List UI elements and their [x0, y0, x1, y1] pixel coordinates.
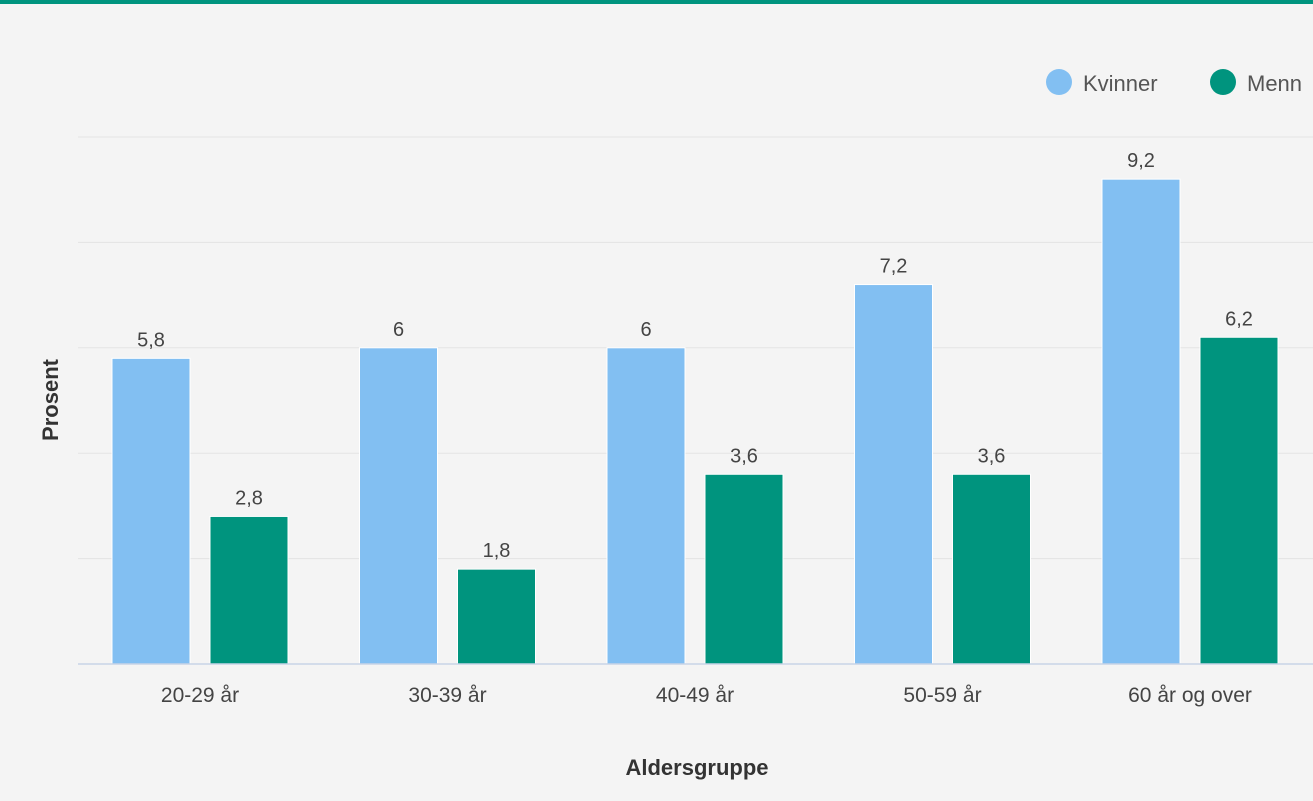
legend-item-menn[interactable]: Menn	[1210, 69, 1302, 96]
y-axis-title: Prosent	[38, 358, 63, 441]
bar-menn-0[interactable]	[209, 515, 289, 665]
value-label: 3,6	[730, 445, 758, 467]
legend-item-kvinner[interactable]: Kvinner	[1046, 69, 1158, 96]
bar-menn-1[interactable]	[457, 568, 536, 665]
bar-kvinner-0[interactable]	[111, 357, 191, 665]
legend-swatch-menn	[1210, 69, 1236, 95]
bar-kvinner-3[interactable]	[854, 284, 933, 665]
x-tick-label: 40-49 år	[656, 684, 734, 707]
bar-kvinner-2[interactable]	[606, 347, 686, 665]
x-tick-labels: 20-29 år 30-39 år 40-49 år 50-59 år 60 år og…	[161, 684, 1252, 707]
x-tick-label: 60 år og over	[1128, 684, 1252, 707]
value-label: 6,2	[1225, 308, 1253, 330]
top-accent-rule	[0, 0, 1313, 4]
value-label: 5,8	[137, 329, 165, 351]
legend-label-kvinner: Kvinner	[1083, 71, 1158, 96]
bar-kvinner-4[interactable]	[1101, 178, 1181, 665]
bar-kvinner-1[interactable]	[359, 347, 438, 665]
value-label: 6	[640, 319, 651, 341]
x-tick-label: 30-39 år	[408, 684, 486, 707]
value-label: 9,2	[1127, 150, 1155, 172]
bar-menn-4[interactable]	[1199, 336, 1279, 665]
legend-label-menn: Menn	[1247, 71, 1302, 96]
value-label: 1,8	[483, 540, 511, 562]
value-labels: 5,8 2,8 6 1,8 6 3,6 7,2 3,6 9,2 6,2	[137, 150, 1253, 562]
value-label: 6	[393, 319, 404, 341]
x-tick-label: 50-59 år	[903, 684, 981, 707]
bars	[111, 178, 1279, 665]
x-tick-label: 20-29 år	[161, 684, 239, 707]
bar-menn-3[interactable]	[952, 473, 1031, 665]
legend: Kvinner Menn	[1046, 69, 1302, 96]
legend-swatch-kvinner	[1046, 69, 1072, 95]
x-axis-title: Aldersgruppe	[625, 755, 768, 780]
value-label: 3,6	[978, 445, 1006, 467]
value-label: 2,8	[235, 487, 263, 509]
bar-menn-2[interactable]	[704, 473, 784, 665]
value-label: 7,2	[880, 256, 908, 278]
